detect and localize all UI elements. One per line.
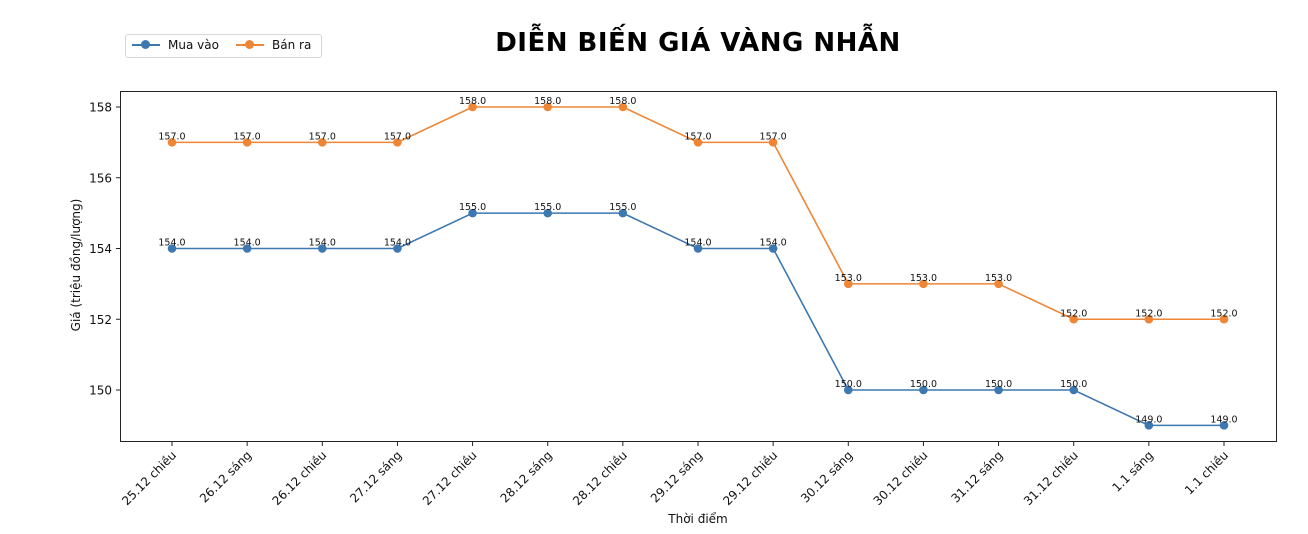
data-label: 153.0: [985, 273, 1012, 284]
data-point: [167, 138, 177, 147]
x-tick-label: 25.12 chiều: [119, 448, 179, 508]
data-label: 150.0: [985, 379, 1012, 390]
data-point: [843, 279, 853, 289]
data-point: [693, 244, 703, 253]
x-tick-label: 29.12 sáng: [648, 448, 705, 505]
y-tick-label: 154: [89, 242, 112, 256]
legend-item-mua-vao: Mua vào: [132, 38, 219, 52]
data-point: [1144, 314, 1154, 324]
data-label: 150.0: [1060, 379, 1087, 390]
data-point: [994, 385, 1003, 395]
x-axis-label: Thời điểm: [668, 512, 728, 526]
data-point: [393, 244, 402, 253]
data-label: 157.0: [760, 131, 787, 142]
x-tick-label: 30.12 sáng: [798, 448, 855, 505]
y-tick-label: 156: [89, 171, 112, 185]
data-label: 154.0: [760, 238, 787, 249]
data-point: [1069, 314, 1079, 324]
data-labels: 154.0 154.0 154.0 154.0 155.0 155.0 155.0 154.0…: [158, 96, 1237, 425]
data-label: 157.0: [684, 131, 711, 142]
data-label: 150.0: [910, 379, 937, 390]
x-tick-label: 29.12 chiều: [720, 448, 780, 508]
data-label: 153.0: [910, 273, 937, 284]
data-point: [393, 138, 402, 147]
data-label: 157.0: [309, 131, 336, 142]
legend-label: Bán ra: [272, 38, 312, 52]
data-point: [618, 208, 628, 218]
data-point: [167, 244, 177, 253]
data-point: [919, 385, 928, 395]
data-label: 155.0: [459, 202, 486, 213]
data-label: 150.0: [835, 379, 862, 390]
data-point: [768, 138, 778, 147]
data-point: [242, 138, 252, 147]
data-label: 154.0: [384, 238, 411, 249]
legend-label: Mua vào: [168, 38, 219, 52]
data-label: 149.0: [1135, 414, 1162, 425]
x-axis: 25.12 chiều 26.12 sáng 26.12 chiều 27.12 sá…: [119, 441, 1231, 508]
data-label: 153.0: [835, 273, 862, 284]
x-tick-label: 31.12 sáng: [948, 448, 1005, 505]
data-point: [317, 244, 327, 253]
data-label: 158.0: [459, 96, 486, 107]
data-point: [618, 102, 628, 112]
data-label: 157.0: [384, 131, 411, 142]
data-label: 152.0: [1135, 308, 1162, 319]
y-tick-label: 158: [89, 101, 112, 115]
data-label: 154.0: [684, 238, 711, 249]
data-point: [843, 385, 853, 395]
data-label: 157.0: [234, 131, 261, 142]
data-point: [994, 279, 1003, 289]
x-tick-label: 28.12 chiều: [570, 448, 630, 508]
legend-marker-icon: [236, 38, 264, 52]
x-tick-label: 26.12 chiều: [270, 448, 330, 508]
data-label: 152.0: [1210, 308, 1237, 319]
data-label: 149.0: [1210, 414, 1237, 425]
x-tick-label: 26.12 sáng: [197, 448, 254, 505]
legend-item-ban-ra: Bán ra: [236, 38, 311, 52]
legend-marker-icon: [132, 38, 160, 52]
data-point: [1069, 385, 1079, 395]
data-point: [693, 138, 703, 147]
data-point: [242, 244, 252, 253]
x-tick-label: 31.12 chiều: [1021, 448, 1081, 508]
data-point: [768, 244, 778, 253]
series-group: [167, 102, 1229, 430]
data-label: 154.0: [309, 238, 336, 249]
x-tick-label: 30.12 chiều: [871, 448, 931, 508]
y-axis-label: Giá (triệu đồng/lượng): [69, 198, 83, 332]
y-tick-label: 152: [89, 313, 112, 327]
legend: Mua vào Bán ra: [125, 34, 322, 58]
data-label: 154.0: [158, 238, 185, 249]
chart-title: DIỄN BIẾN GIÁ VÀNG NHẪN: [495, 28, 901, 58]
data-point: [543, 102, 553, 112]
x-tick-label: 27.12 chiều: [420, 448, 480, 508]
y-axis: 150 152 154 156 158: [89, 101, 121, 398]
data-point: [543, 208, 553, 218]
x-tick-label: 27.12 sáng: [347, 448, 404, 505]
x-tick-label: 28.12 sáng: [498, 448, 555, 505]
data-point: [1144, 421, 1154, 430]
data-label: 155.0: [534, 202, 561, 213]
data-label: 158.0: [534, 96, 561, 107]
data-label: 152.0: [1060, 308, 1087, 319]
data-label: 157.0: [158, 131, 185, 142]
data-point: [317, 138, 327, 147]
y-tick-label: 150: [89, 384, 112, 398]
data-point: [468, 208, 477, 218]
data-label: 155.0: [609, 202, 636, 213]
x-tick-label: 1.1 sáng: [1109, 448, 1155, 494]
x-tick-label: 1.1 chiều: [1182, 448, 1231, 497]
plot-area: [120, 91, 1277, 442]
data-point: [468, 102, 477, 112]
data-label: 158.0: [609, 96, 636, 107]
data-label: 154.0: [234, 238, 261, 249]
data-point: [919, 279, 928, 289]
data-point: [1219, 421, 1229, 430]
data-point: [1219, 314, 1229, 324]
